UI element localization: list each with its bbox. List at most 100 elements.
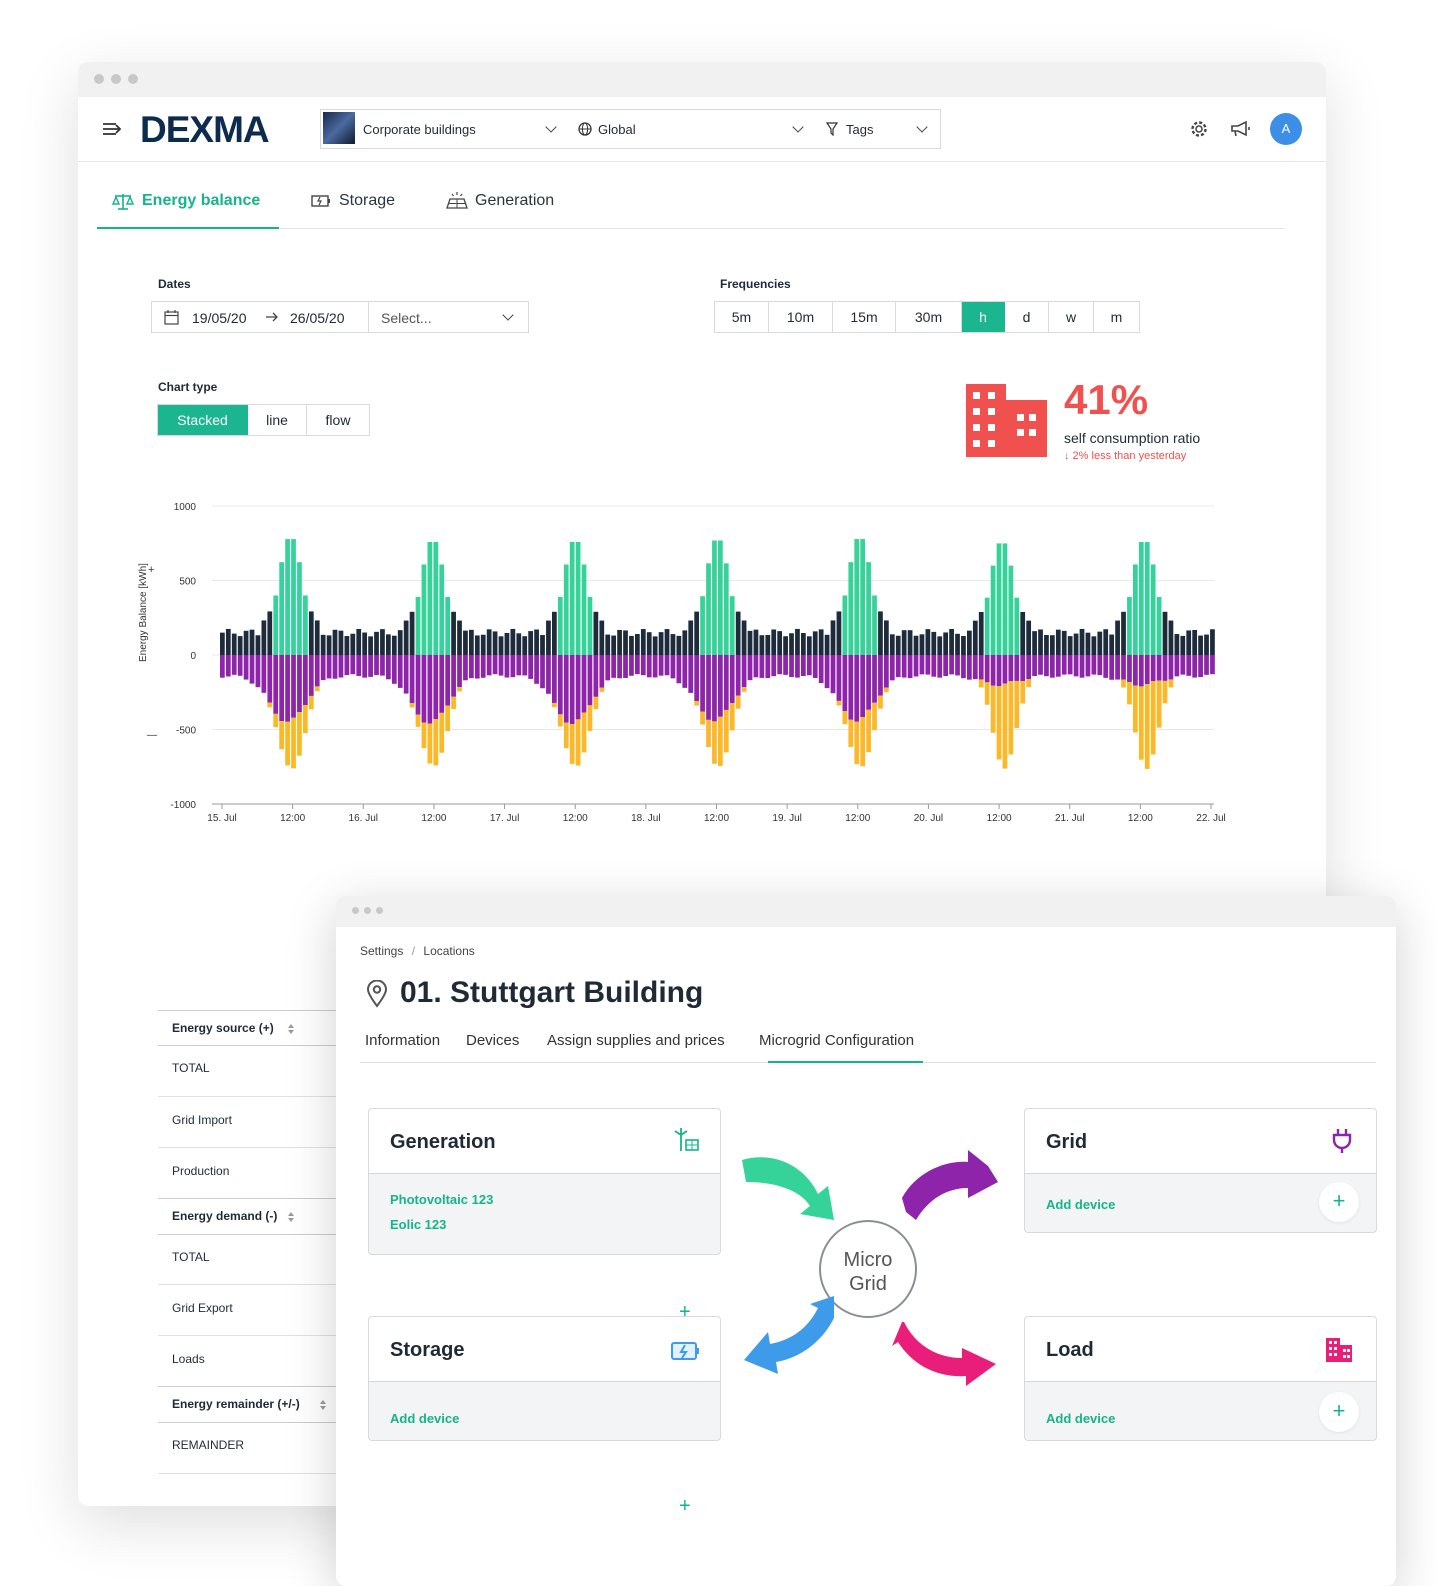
y-axis-minus-marker: —: [147, 730, 157, 741]
bar-loads: [949, 655, 954, 675]
bar-loads: [1115, 655, 1120, 680]
bar-grid-imported: [972, 620, 978, 655]
tab-information[interactable]: Information: [365, 1032, 441, 1049]
bar-grid-imported: [338, 630, 344, 655]
grid-add-device-link[interactable]: Add device: [1046, 1197, 1116, 1212]
menu-toggle-icon[interactable]: [102, 121, 122, 137]
bar-loads: [1038, 655, 1043, 675]
bar-generation: [575, 541, 581, 655]
bar-generation: [712, 540, 717, 655]
gear-icon[interactable]: [1189, 119, 1209, 139]
tab-devices[interactable]: Devices: [466, 1032, 520, 1049]
window-dot[interactable]: [376, 907, 383, 914]
date-range-picker[interactable]: 19/05/20 26/05/20 Select...: [151, 301, 529, 333]
tab-storage[interactable]: Storage: [339, 192, 396, 209]
freq-15m[interactable]: 15m: [833, 302, 896, 332]
load-add-device-link[interactable]: Add device: [1046, 1411, 1116, 1426]
freq-m[interactable]: m: [1094, 302, 1139, 332]
bar-grid-imported: [255, 635, 261, 655]
freq-d[interactable]: d: [1005, 302, 1049, 332]
window-dot[interactable]: [111, 74, 121, 84]
date-preset-select[interactable]: Select...: [381, 310, 432, 326]
bar-grid-imported: [1121, 611, 1126, 655]
tab-energy-balance[interactable]: Energy balance: [142, 192, 261, 209]
chart-type-line[interactable]: line: [248, 405, 307, 435]
storage-flow-arrow: [744, 1296, 834, 1374]
bar-grid-imported: [682, 630, 688, 655]
bar-grid-exported: [297, 712, 302, 756]
bar-grid-imported: [528, 631, 534, 655]
date-from[interactable]: 19/05/20: [192, 310, 247, 326]
bar-generation: [1150, 564, 1156, 655]
bar-grid-exported: [866, 709, 871, 753]
table-group-header[interactable]: Energy remainder (+/-): [158, 1386, 338, 1423]
bar-loads: [332, 655, 338, 679]
tags-select[interactable]: Tags: [816, 109, 941, 149]
bar-grid-imported: [640, 629, 646, 655]
window-dot[interactable]: [128, 74, 138, 84]
freq-w[interactable]: w: [1049, 302, 1094, 332]
bar-loads: [931, 655, 937, 677]
bar-grid-imported: [753, 629, 759, 655]
scale-icon: [112, 194, 134, 210]
bar-grid-exported: [445, 705, 451, 732]
grid-add-device-button[interactable]: +: [1319, 1182, 1359, 1222]
freq-h[interactable]: h: [962, 302, 1005, 332]
bar-grid-exported: [735, 695, 741, 709]
tab-microgrid-configuration[interactable]: Microgrid Configuration: [759, 1032, 915, 1049]
avatar[interactable]: A: [1270, 113, 1302, 145]
add-generation-button[interactable]: +: [679, 1301, 691, 1323]
active-tab-indicator: [768, 1061, 923, 1063]
x-tick-label: 12:00: [421, 813, 446, 824]
bar-loads: [1103, 655, 1109, 678]
bar-loads: [1180, 655, 1186, 675]
tags-select-value: Tags: [846, 122, 874, 137]
sort-icon[interactable]: [319, 1399, 327, 1411]
x-tick-label: 22. Jul: [1196, 813, 1225, 824]
storage-add-device-link[interactable]: Add device: [390, 1411, 460, 1426]
generation-flow-arrow: [742, 1157, 834, 1220]
tab-assign-supplies[interactable]: Assign supplies and prices: [547, 1032, 725, 1049]
generation-device-photovoltaic[interactable]: Photovoltaic 123: [390, 1192, 494, 1207]
plug-icon: [1332, 1129, 1352, 1153]
table-group-header[interactable]: Energy source (+): [158, 1010, 338, 1046]
window-dot[interactable]: [352, 907, 359, 914]
bar-loads: [415, 655, 421, 715]
bar-loads: [646, 655, 652, 678]
add-storage-button[interactable]: +: [679, 1495, 691, 1517]
bar-loads: [735, 655, 741, 696]
bar-loads: [1121, 655, 1126, 680]
chart-type-stacked[interactable]: Stacked: [158, 405, 248, 435]
megaphone-icon[interactable]: [1230, 119, 1252, 139]
bar-loads: [1109, 655, 1115, 680]
sort-icon[interactable]: [287, 1023, 295, 1035]
window-dot[interactable]: [364, 907, 371, 914]
bar-grid-imported: [806, 636, 812, 655]
chart-type-flow[interactable]: flow: [307, 405, 369, 435]
breadcrumb-locations[interactable]: Locations: [423, 944, 475, 958]
load-add-device-button[interactable]: +: [1319, 1392, 1359, 1432]
bar-grid-imported: [1038, 629, 1043, 655]
bar-loads: [729, 655, 735, 704]
bar-grid-imported: [901, 630, 907, 655]
bar-grid-imported: [522, 636, 528, 655]
calendar-icon: [164, 310, 179, 325]
scope-select[interactable]: Global: [568, 109, 817, 149]
breadcrumb-settings[interactable]: Settings: [360, 944, 404, 958]
freq-5m[interactable]: 5m: [715, 302, 769, 332]
bar-grid-imported: [1210, 629, 1215, 655]
window-dot[interactable]: [94, 74, 104, 84]
date-to[interactable]: 26/05/20: [290, 310, 345, 326]
building-select[interactable]: Corporate buildings: [320, 109, 570, 149]
generation-device-eolic[interactable]: Eolic 123: [390, 1217, 447, 1232]
tab-generation[interactable]: Generation: [475, 192, 555, 209]
freq-30m[interactable]: 30m: [896, 302, 962, 332]
freq-10m[interactable]: 10m: [769, 302, 833, 332]
bar-grid-imported: [646, 632, 652, 655]
bar-grid-imported: [771, 629, 777, 655]
bar-grid-exported: [1144, 684, 1150, 769]
bar-grid-exported: [303, 705, 308, 734]
table-group-header[interactable]: Energy demand (-): [158, 1198, 338, 1235]
battery-charging-icon: [671, 1342, 699, 1360]
sort-icon[interactable]: [287, 1211, 295, 1223]
